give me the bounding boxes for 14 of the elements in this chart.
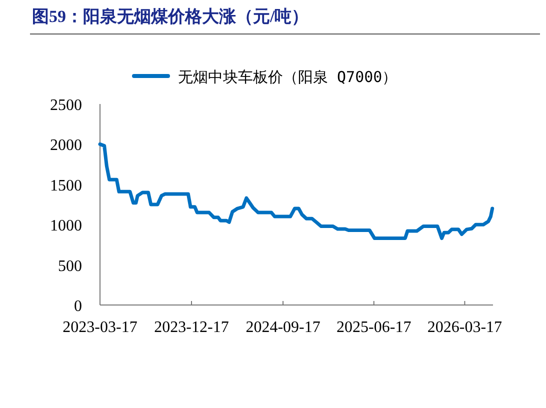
x-tick-label: 2025-06-17 (336, 319, 412, 336)
x-tick-label: 2024-09-17 (246, 319, 320, 336)
legend-label: 无烟中块车板价（阳泉 Q7000） (178, 68, 398, 86)
x-tick-label: 2023-03-17 (62, 319, 138, 336)
y-tick-label: 0 (74, 298, 82, 315)
y-tick-label: 1000 (50, 218, 82, 235)
y-tick-label: 500 (58, 258, 82, 275)
chart-title: 图59：阳泉无烟煤价格大涨（元/吨） (32, 7, 309, 26)
line-series (98, 142, 494, 240)
y-tick-label: 2500 (50, 97, 82, 114)
y-tick-label: 1500 (50, 177, 82, 194)
x-tick-label: 2023-12-17 (154, 319, 229, 336)
y-tick-label: 2000 (50, 137, 82, 154)
x-tick-label: 2026-03-17 (427, 319, 502, 336)
